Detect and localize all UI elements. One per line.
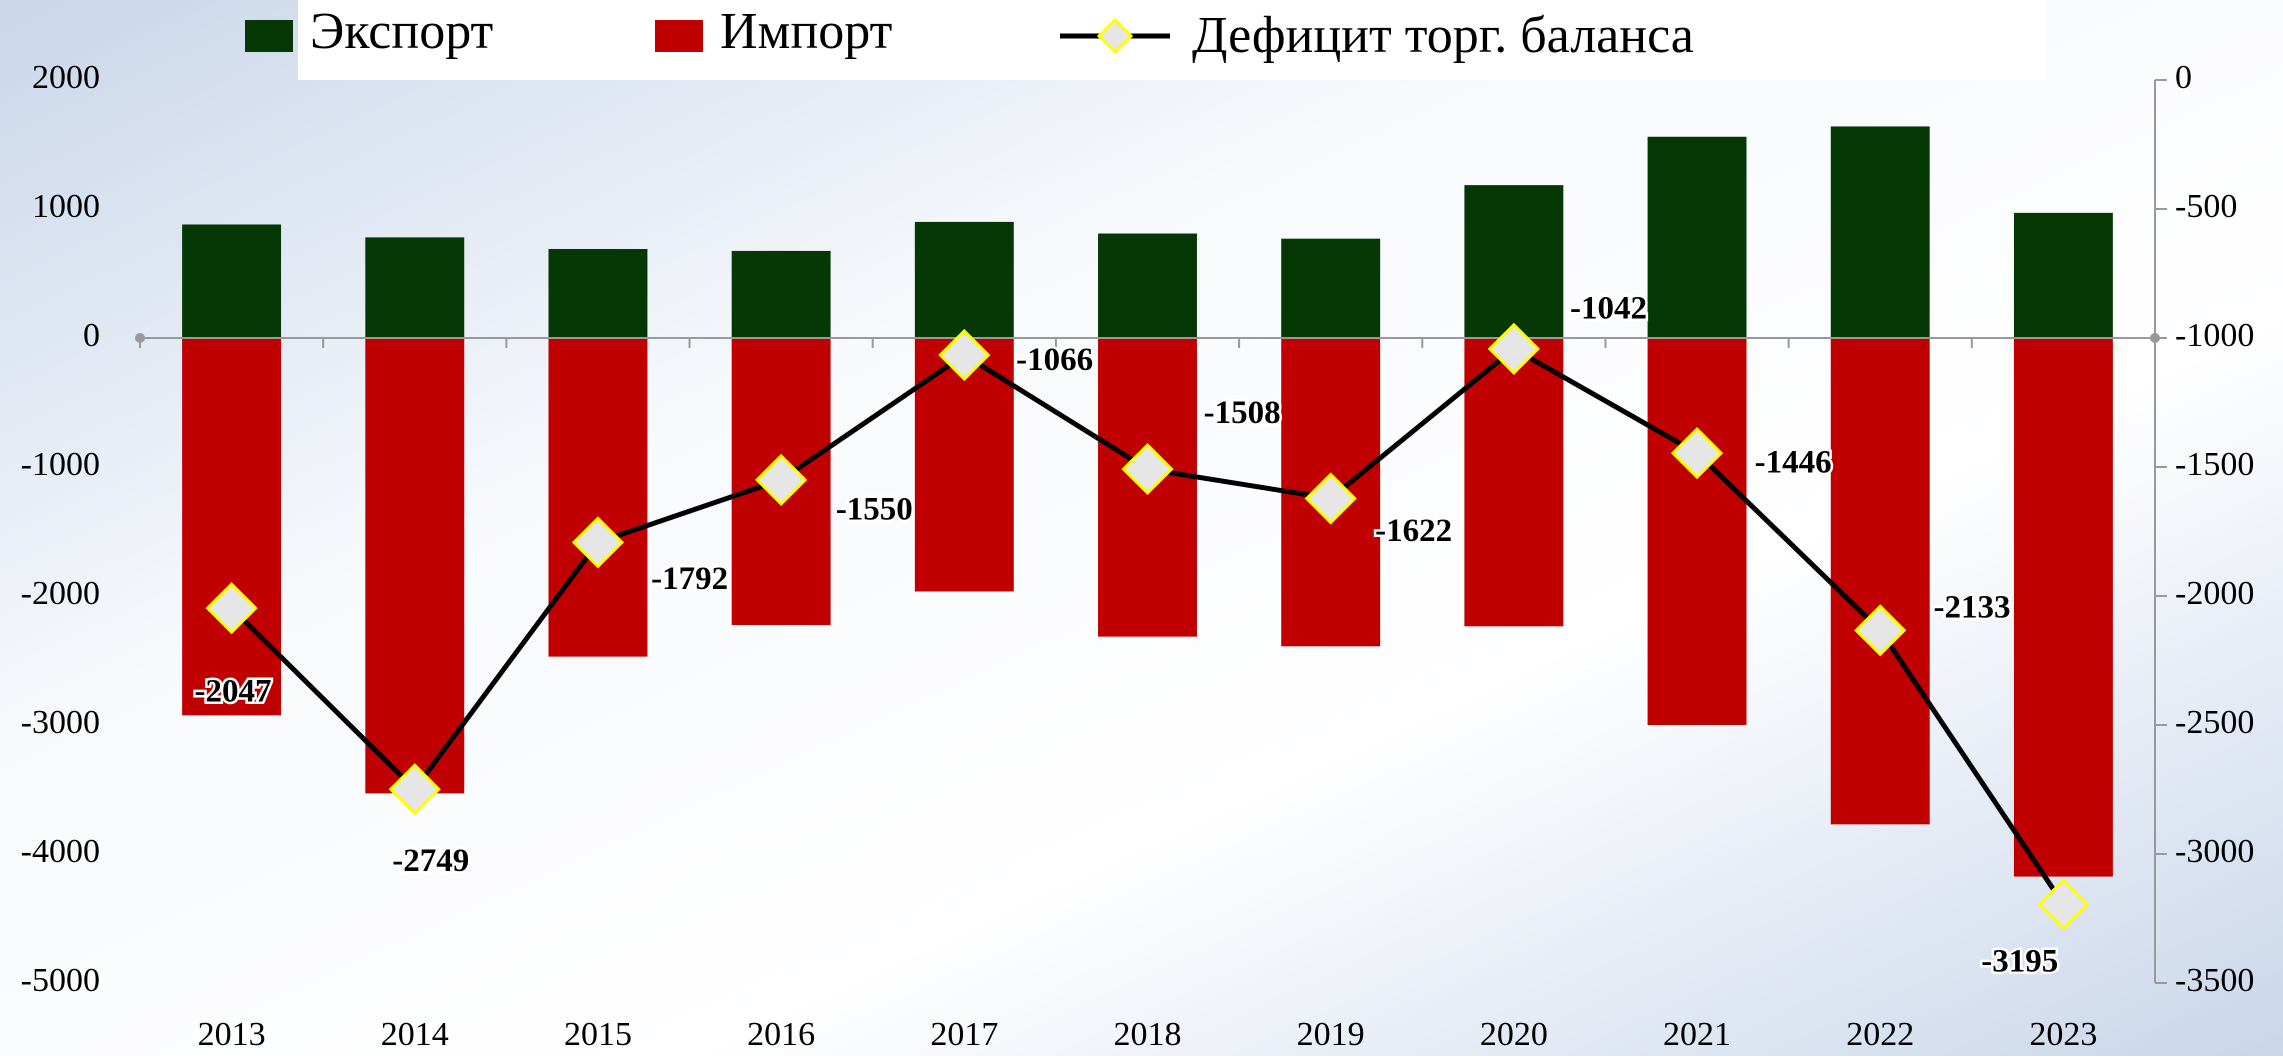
legend-swatch <box>655 20 703 52</box>
bar <box>365 237 465 338</box>
y2-tick-label: 0 <box>2175 59 2192 96</box>
marker <box>1304 472 1357 525</box>
data-label: -2749 <box>392 843 469 879</box>
marker <box>938 328 991 382</box>
y-tick-label: -5000 <box>21 962 100 999</box>
bar <box>1830 126 1930 338</box>
bar <box>1830 338 1930 825</box>
legend-marker <box>1096 17 1134 55</box>
y-tick-label: 0 <box>83 317 100 354</box>
y2-tick-label: -2500 <box>2175 704 2254 741</box>
data-label: -1508 <box>1204 395 1281 431</box>
legend-label: Дефицит торг. баланса <box>1192 7 1694 64</box>
data-label: -1622 <box>1375 513 1452 549</box>
bar <box>1281 238 1381 338</box>
bar <box>2013 212 2113 338</box>
data-label: -2133 <box>1933 590 2010 626</box>
legend-box <box>298 0 2046 80</box>
y2-tick-label: -2000 <box>2175 575 2254 612</box>
marker <box>755 453 808 507</box>
x-tick-label: 2022 <box>1846 1016 1914 1053</box>
x-tick-label: 2019 <box>1297 1016 1365 1053</box>
data-label: -1550 <box>836 492 913 528</box>
x-tick-label: 2020 <box>1480 1016 1548 1053</box>
y-tick-label: -3000 <box>21 704 100 741</box>
marker <box>1670 426 1724 480</box>
bar <box>365 338 465 794</box>
bar <box>914 221 1014 338</box>
y2-tick-label: -500 <box>2175 188 2237 225</box>
x-tick-label: 2017 <box>930 1016 998 1053</box>
bar <box>182 338 282 716</box>
legend-label: Экспорт <box>310 3 493 60</box>
data-label: -1066 <box>1016 342 1093 378</box>
y2-tick-label: -3500 <box>2175 962 2254 999</box>
marker <box>571 516 625 569</box>
data-label: -3195 <box>1981 944 2058 980</box>
bar <box>1464 185 1564 338</box>
legend-label: Импорт <box>720 3 892 60</box>
marker <box>1854 604 1907 657</box>
bar <box>1647 338 1747 725</box>
bar <box>182 224 282 338</box>
bar <box>548 248 648 338</box>
y-tick-label: -1000 <box>21 446 100 483</box>
x-tick-label: 2014 <box>381 1016 449 1053</box>
bar <box>731 250 831 338</box>
marker <box>205 582 258 635</box>
y2-tick-label: -3000 <box>2175 833 2254 870</box>
marker <box>1487 322 1540 375</box>
y2-tick-label: -1000 <box>2175 317 2254 354</box>
bar <box>548 338 648 657</box>
x-tick-label: 2023 <box>2029 1016 2097 1053</box>
x-tick-label: 2018 <box>1114 1016 1182 1053</box>
y-tick-label: -4000 <box>21 833 100 870</box>
legend-swatch <box>245 20 293 52</box>
bar <box>1464 338 1564 627</box>
data-label: -1446 <box>1755 444 1832 480</box>
x-tick-label: 2013 <box>198 1016 266 1053</box>
bar <box>1647 136 1747 338</box>
x-tick-label: 2016 <box>747 1016 815 1053</box>
data-label: -1042 <box>1570 291 1647 327</box>
marker <box>388 763 441 816</box>
marker <box>2037 878 2090 931</box>
bar <box>2013 338 2113 877</box>
x-tick-label: 2021 <box>1663 1016 1731 1053</box>
y-tick-label: -2000 <box>21 575 100 612</box>
bar <box>1098 233 1197 338</box>
y-tick-label: 2000 <box>32 59 100 96</box>
data-label: -1792 <box>651 561 728 597</box>
y2-tick-label: -1500 <box>2175 446 2254 483</box>
marker <box>1121 442 1174 496</box>
x-tick-label: 2015 <box>564 1016 632 1053</box>
y-tick-label: 1000 <box>32 188 100 225</box>
data-label: -2047 <box>195 674 272 710</box>
